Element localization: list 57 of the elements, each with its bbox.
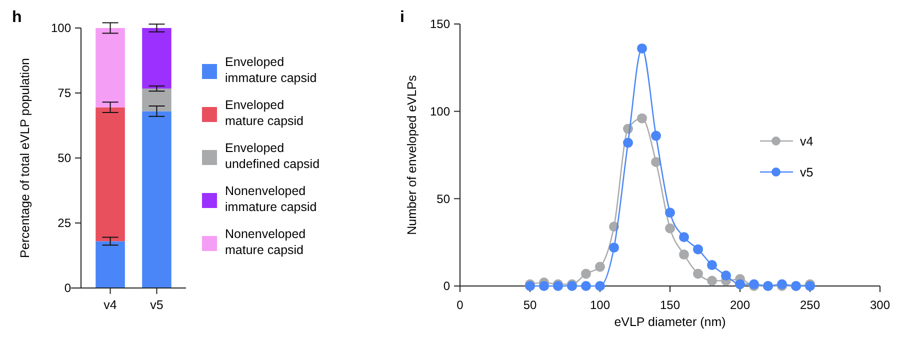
bar [96, 28, 125, 108]
y-tick-label: 0 [64, 281, 72, 296]
point [735, 279, 745, 290]
bar [96, 241, 125, 288]
legend-label: Nonenveloped mature capsid [225, 227, 306, 257]
legend-label: Enveloped mature capsid [225, 98, 304, 128]
text: h [12, 9, 22, 26]
x-tick-label: v5 [150, 298, 164, 312]
point [679, 232, 689, 242]
x-tick-label: 50 [523, 298, 537, 312]
x-tick-label: 0 [456, 298, 464, 312]
point [637, 113, 647, 124]
point [679, 250, 689, 260]
bar [142, 88, 172, 112]
point [539, 281, 549, 291]
point [651, 156, 661, 167]
x-tick-label: 150 [660, 298, 680, 312]
bar [96, 107, 125, 242]
point [665, 223, 675, 234]
x-tick-label: 250 [800, 298, 820, 312]
bar [142, 28, 172, 89]
y-axis-title: Number of enveloped eVLPs [405, 75, 419, 235]
y-tick-label: 0 [443, 279, 450, 294]
y-tick-label: 50 [436, 192, 450, 206]
y-tick-label: 75 [58, 86, 72, 100]
point [707, 276, 717, 286]
point [693, 244, 703, 254]
point [623, 138, 633, 148]
point [609, 242, 619, 253]
point [581, 281, 591, 291]
legend-label: v4 [800, 134, 814, 148]
legend-label: v5 [800, 165, 814, 180]
x-tick-label: 200 [730, 298, 750, 312]
point [595, 262, 605, 272]
point [637, 43, 647, 54]
point [665, 208, 675, 218]
legend-label: Enveloped immature capsid [225, 55, 317, 85]
bar [142, 111, 172, 288]
y-tick-label: 100 [50, 21, 72, 36]
point [693, 268, 703, 279]
legend-label: Enveloped undefined capsid [225, 141, 320, 171]
point [721, 270, 731, 281]
point [581, 268, 591, 279]
legend-label: Nonenveloped immature capsid [225, 184, 317, 214]
point [651, 130, 661, 141]
y-tick-label: 150 [430, 17, 450, 32]
x-tick-label: v4 [104, 298, 117, 312]
x-tick-label: 100 [590, 298, 610, 312]
x-axis-title: eVLP diameter (nm) [614, 315, 726, 329]
y-tick-label: 50 [58, 151, 72, 166]
text: i [400, 9, 404, 26]
point [707, 260, 717, 270]
y-tick-label: 100 [430, 104, 450, 119]
point [595, 281, 605, 291]
y-axis-title: Percentage of total eVLP population [18, 58, 32, 258]
y-tick-label: 25 [58, 216, 72, 230]
x-tick-label: 300 [870, 298, 890, 312]
